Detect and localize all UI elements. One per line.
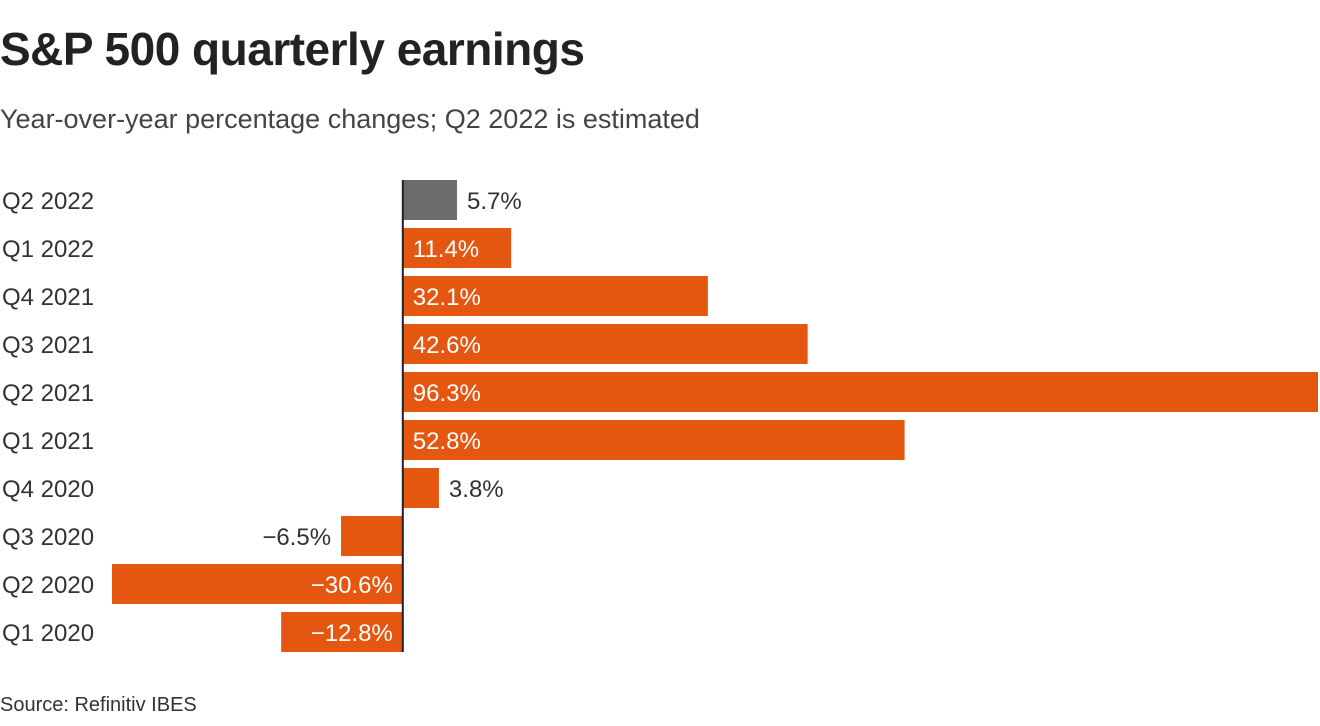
bar-q4-2021 bbox=[402, 276, 708, 316]
bar-chart: Q2 2022 Q1 2022 Q4 2021 Q3 2021 Q2 2021 Q1 20… bbox=[2, 180, 1319, 652]
value-label-q1-2021: 52.8% bbox=[413, 428, 481, 455]
category-label-q1-2020: Q1 2020 bbox=[2, 620, 94, 647]
value-label-q3-2020: −6.5% bbox=[262, 524, 331, 551]
bar-q1-2020 bbox=[281, 612, 403, 652]
value-label-q3-2021: 42.6% bbox=[413, 332, 481, 359]
source-note: Source: Refinitiv IBES bbox=[0, 694, 197, 716]
bar-q2-2020 bbox=[112, 564, 403, 604]
value-labels: 5.7% 11.4% 32.1% 42.6% 96.3% 52.8% 3.8% −6.5% −3… bbox=[262, 188, 521, 647]
value-label-q1-2020: −12.8% bbox=[311, 620, 393, 647]
bar-q3-2021 bbox=[402, 324, 808, 364]
category-label-q3-2020: Q3 2020 bbox=[2, 524, 94, 551]
bar-q2-2021 bbox=[402, 372, 1319, 412]
value-label-q4-2020: 3.8% bbox=[449, 476, 504, 503]
category-label-q4-2020: Q4 2020 bbox=[2, 476, 94, 503]
value-label-q2-2020: −30.6% bbox=[311, 572, 393, 599]
bar-q1-2021 bbox=[402, 420, 905, 460]
category-label-q2-2020: Q2 2020 bbox=[2, 572, 94, 599]
bar-q1-2022 bbox=[402, 228, 512, 268]
chart-subtitle: Year-over-year percentage changes; Q2 20… bbox=[0, 104, 700, 134]
bars bbox=[112, 180, 1319, 652]
bar-q3-2020 bbox=[341, 516, 403, 556]
category-label-q1-2021: Q1 2021 bbox=[2, 428, 94, 455]
category-label-q1-2022: Q1 2022 bbox=[2, 236, 94, 263]
category-label-q3-2021: Q3 2021 bbox=[2, 332, 94, 359]
bar-q4-2020 bbox=[402, 468, 439, 508]
category-label-q4-2021: Q4 2021 bbox=[2, 284, 94, 311]
bar-q2-2022 bbox=[402, 180, 457, 220]
value-label-q4-2021: 32.1% bbox=[413, 284, 481, 311]
value-label-q2-2022: 5.7% bbox=[467, 188, 522, 215]
chart-title: S&P 500 quarterly earnings bbox=[0, 23, 585, 75]
category-label-q2-2021: Q2 2021 bbox=[2, 380, 94, 407]
category-label-q2-2022: Q2 2022 bbox=[2, 188, 94, 215]
category-labels: Q2 2022 Q1 2022 Q4 2021 Q3 2021 Q2 2021 Q1 20… bbox=[2, 188, 94, 647]
value-label-q1-2022: 11.4% bbox=[413, 236, 479, 263]
value-label-q2-2021: 96.3% bbox=[413, 380, 481, 407]
